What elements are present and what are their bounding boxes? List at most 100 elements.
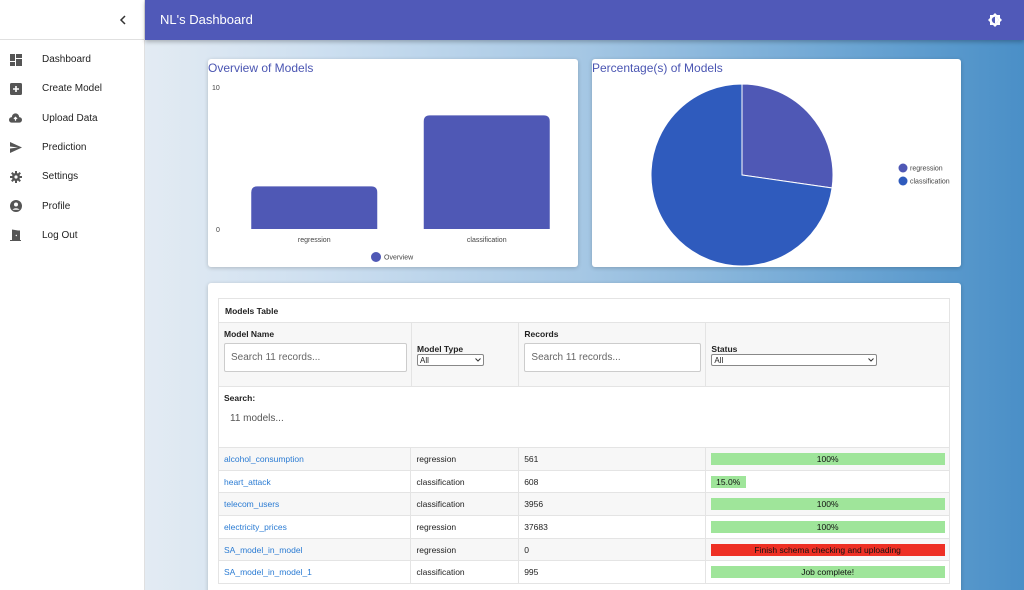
table-body: alcohol_consumption regression 561 100% hear…: [218, 448, 950, 585]
filter-records: Records: [519, 323, 707, 386]
overview-chart: 10 0 regression classification Overview: [212, 85, 550, 262]
x-tick-label: regression: [298, 237, 331, 244]
model-type-cell: classification: [411, 470, 520, 493]
model-name-cell: telecom_users: [219, 493, 412, 516]
sidebar-item-settings[interactable]: Settings: [0, 162, 144, 191]
dashboard-icon: [9, 53, 22, 66]
add-box-icon: [9, 82, 22, 95]
table-row: heart_attack classification 608 15.0%: [218, 470, 950, 494]
percentage-title: Percentage(s) of Models: [592, 61, 723, 75]
bar-classification: [423, 115, 550, 229]
legend-swatch-classification: [898, 176, 908, 186]
legend-label-classification: classification: [910, 179, 950, 186]
model-link[interactable]: alcohol_consumption: [224, 453, 304, 464]
model-type-select[interactable]: All: [417, 354, 484, 366]
model-type-select-value: All: [420, 355, 429, 365]
pie-slice-regression: [741, 83, 834, 189]
sidebar-item-log-out[interactable]: Log Out: [0, 221, 144, 250]
sidebar-item-label: Settings: [42, 171, 79, 183]
model-link[interactable]: heart_attack: [224, 476, 271, 487]
overview-card: Overview of Models 10 0 regression classifi…: [208, 59, 578, 267]
legend-swatch-regression: [898, 163, 908, 173]
chevron-left-icon: [119, 15, 126, 25]
legend-swatch-overview: [371, 252, 381, 262]
sidebar-item-label: Upload Data: [42, 112, 98, 124]
model-type-cell: regression: [411, 538, 520, 561]
status-progress-bar: 100%: [710, 520, 945, 533]
filter-status: Status All: [706, 323, 949, 386]
model-link[interactable]: SA_model_in_model_1: [224, 567, 312, 578]
bar-regression: [251, 186, 378, 229]
records-search-input[interactable]: [524, 343, 702, 372]
records-cell: 608: [519, 470, 706, 493]
status-progress-bar: 100%: [710, 452, 945, 465]
model-link[interactable]: telecom_users: [224, 499, 280, 510]
y-tick-label: 0: [216, 227, 220, 234]
records-cell: 37683: [519, 516, 706, 538]
status-cell: 100%: [706, 448, 949, 470]
sidebar-item-label: Profile: [42, 200, 71, 212]
table-caption: Models Table: [218, 298, 950, 322]
records-header: Records: [524, 329, 559, 339]
status-progress-bar: Finish schema checking and uploading: [710, 543, 945, 556]
theme-toggle-button[interactable]: [988, 13, 1002, 27]
sidebar-header: [0, 0, 144, 40]
x-tick-label: classification: [467, 237, 507, 244]
status-progress-bar: Job complete!: [710, 566, 945, 579]
main-content: Overview of Models 10 0 regression classifi…: [145, 40, 1024, 590]
models-table-card: Models Table Model Name Model Type All R…: [208, 283, 961, 590]
status-select[interactable]: All: [711, 354, 878, 366]
model-name-cell: SA_model_in_model_1: [219, 561, 412, 584]
model-type-cell: regression: [411, 448, 520, 470]
sidebar-item-dashboard[interactable]: Dashboard: [0, 45, 144, 74]
model-name-header: Model Name: [224, 329, 275, 339]
sidebar-item-create-model[interactable]: Create Model: [0, 74, 144, 103]
table-row: SA_model_in_model regression 0 Finish schem…: [218, 538, 950, 562]
filter-model-name: Model Name: [219, 323, 412, 386]
records-cell: 3956: [519, 493, 706, 516]
legend-label-regression: regression: [910, 166, 943, 173]
chevron-down-icon: [475, 358, 481, 362]
model-type-cell: classification: [411, 493, 520, 516]
status-progress-bar: 15.0%: [710, 475, 746, 488]
sidebar: Dashboard Create Model Upload Data Predi…: [0, 0, 145, 590]
status-header: Status: [711, 344, 738, 354]
status-cell: Job complete!: [706, 561, 949, 583]
account-circle-icon: [9, 200, 22, 213]
records-cell: 0: [519, 538, 706, 561]
global-search[interactable]: Search: 11 models...: [218, 386, 950, 448]
model-name-search-input[interactable]: [224, 343, 407, 372]
model-type-header: Model Type: [417, 344, 464, 354]
table-row: alcohol_consumption regression 561 100%: [218, 448, 950, 471]
page-title: NL's Dashboard: [160, 12, 253, 27]
y-tick-label: 10: [212, 85, 220, 92]
chevron-down-icon: [868, 358, 875, 362]
sidebar-item-label: Create Model: [42, 83, 103, 95]
sidebar-item-upload-data[interactable]: Upload Data: [0, 104, 144, 133]
sidebar-item-label: Log Out: [42, 229, 78, 241]
status-cell: 15.0%: [706, 471, 949, 493]
table-row: SA_model_in_model_1 classification 995 Job …: [218, 561, 950, 585]
model-name-cell: alcohol_consumption: [219, 448, 412, 470]
models-table: Models Table Model Name Model Type All R…: [218, 298, 950, 585]
sidebar-nav: Dashboard Create Model Upload Data Predi…: [0, 40, 144, 250]
model-type-cell: classification: [411, 561, 520, 584]
status-cell: 100%: [706, 516, 949, 538]
cloud-upload-icon: [9, 112, 22, 125]
app-header: NL's Dashboard: [145, 0, 1024, 40]
pie-slice-classification: [650, 83, 833, 267]
table-row: telecom_users classification 3956 100%: [218, 493, 950, 517]
collapse-sidebar-button[interactable]: [116, 12, 130, 28]
sidebar-item-profile[interactable]: Profile: [0, 191, 144, 220]
table-row: electricity_prices regression 37683 100%: [218, 516, 950, 539]
sidebar-item-prediction[interactable]: Prediction: [0, 133, 144, 162]
model-link[interactable]: SA_model_in_model: [224, 544, 303, 555]
status-cell: Finish schema checking and uploading: [706, 539, 949, 561]
status-select-value: All: [714, 355, 724, 365]
percentage-chart: regression classification: [650, 83, 950, 267]
overview-title: Overview of Models: [208, 61, 314, 75]
filter-model-type: Model Type All: [412, 323, 520, 386]
sidebar-item-label: Dashboard: [42, 54, 91, 66]
global-search-placeholder: 11 models...: [230, 413, 284, 424]
model-link[interactable]: electricity_prices: [224, 521, 287, 532]
